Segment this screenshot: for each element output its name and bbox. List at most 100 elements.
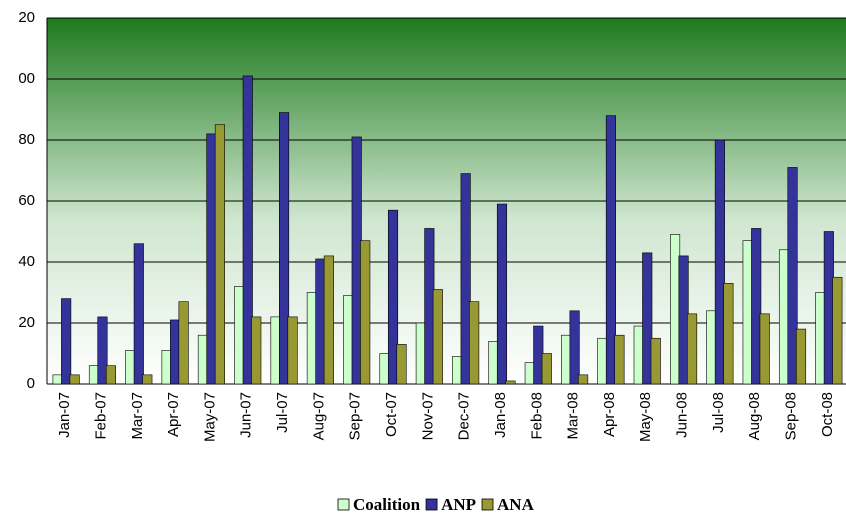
bar	[88, 365, 100, 385]
x-tick-label: Nov-07	[419, 392, 436, 440]
bar	[469, 301, 480, 385]
bar	[424, 228, 435, 385]
y-tick-label: 20	[18, 314, 35, 331]
bar	[823, 231, 834, 385]
bar	[533, 325, 544, 385]
bar	[432, 289, 443, 385]
legend-label: ANP	[441, 495, 476, 514]
x-tick-label: May-07	[201, 392, 218, 442]
bar	[795, 328, 807, 385]
bar	[315, 258, 326, 385]
bar	[742, 240, 753, 385]
bar	[105, 365, 117, 385]
x-tick-label: Dec-07	[456, 392, 473, 440]
bar	[133, 243, 144, 385]
bar	[178, 301, 189, 385]
bar	[714, 139, 725, 385]
x-tick-label: Feb-07	[92, 392, 109, 440]
y-tick-label: 40	[18, 253, 35, 270]
legend-label: ANA	[497, 495, 535, 514]
x-tick-label: Jul-07	[274, 392, 291, 433]
bar	[578, 374, 589, 385]
legend-label: Coalition	[353, 495, 421, 514]
bar	[751, 228, 762, 385]
bar	[61, 298, 72, 385]
x-tick-label: Jul-08	[710, 392, 727, 433]
bar	[206, 133, 217, 385]
bar	[778, 249, 790, 385]
x-tick-label: Jan-07	[56, 392, 73, 438]
bar	[706, 310, 717, 385]
bar	[787, 167, 798, 385]
bar	[161, 350, 172, 385]
bar	[343, 295, 354, 385]
bar	[170, 319, 181, 385]
bar	[351, 136, 362, 385]
bar	[214, 124, 225, 385]
bar	[270, 316, 281, 385]
x-tick-label: Apr-08	[601, 392, 618, 437]
bar	[52, 374, 63, 385]
bar	[142, 374, 153, 385]
bar	[387, 209, 399, 385]
bar	[650, 337, 661, 385]
bar	[633, 325, 644, 385]
bar	[323, 255, 334, 385]
x-tick-label: Jun-07	[238, 392, 255, 438]
bar	[597, 337, 608, 385]
bar	[197, 334, 208, 385]
x-tick-label: Mar-07	[129, 392, 146, 440]
bar	[670, 234, 681, 385]
y-tick-label: 0	[27, 375, 35, 392]
legend-swatch	[481, 498, 494, 511]
x-tick-label: Oct-08	[819, 392, 836, 437]
bar	[460, 173, 471, 385]
bar	[488, 340, 499, 385]
bar	[396, 344, 407, 385]
bar	[524, 362, 535, 385]
x-tick-label: Sep-08	[782, 392, 799, 440]
bar	[287, 316, 298, 385]
bar	[541, 353, 552, 385]
bar	[561, 334, 572, 385]
bar	[569, 310, 580, 385]
x-tick-label: Jun-08	[674, 392, 691, 438]
bar	[125, 350, 136, 385]
bar	[605, 115, 616, 385]
bar	[452, 356, 463, 385]
bar	[69, 374, 80, 385]
x-tick-label: Feb-08	[528, 392, 545, 440]
bar	[360, 240, 371, 385]
legend-swatch	[337, 498, 350, 511]
y-tick-label: 20	[18, 9, 35, 26]
bar	[815, 292, 826, 385]
y-tick-label: 60	[18, 192, 35, 209]
bar	[723, 283, 734, 385]
bar	[505, 380, 516, 385]
legend-swatch	[425, 498, 438, 511]
x-tick-label: Jan-08	[492, 392, 509, 438]
bar	[306, 292, 317, 385]
x-tick-label: Oct-07	[383, 392, 400, 437]
bar	[97, 316, 108, 385]
bar	[234, 286, 245, 385]
bar	[642, 252, 653, 385]
x-tick-label: Aug-07	[310, 392, 327, 440]
x-tick-label: Aug-08	[746, 392, 763, 440]
x-tick-label: Apr-07	[165, 392, 182, 437]
y-tick-label: 00	[18, 70, 35, 87]
bar	[832, 276, 843, 385]
bar	[379, 353, 390, 385]
bar	[279, 112, 290, 385]
bar	[242, 75, 253, 385]
bar	[678, 255, 689, 385]
bar	[251, 316, 262, 385]
bar	[614, 334, 625, 385]
bar	[759, 313, 770, 385]
x-tick-label: Mar-08	[565, 392, 582, 440]
x-tick-label: Sep-07	[347, 392, 364, 440]
bar	[687, 313, 698, 385]
x-tick-label: May-08	[637, 392, 654, 442]
bar	[415, 322, 426, 385]
